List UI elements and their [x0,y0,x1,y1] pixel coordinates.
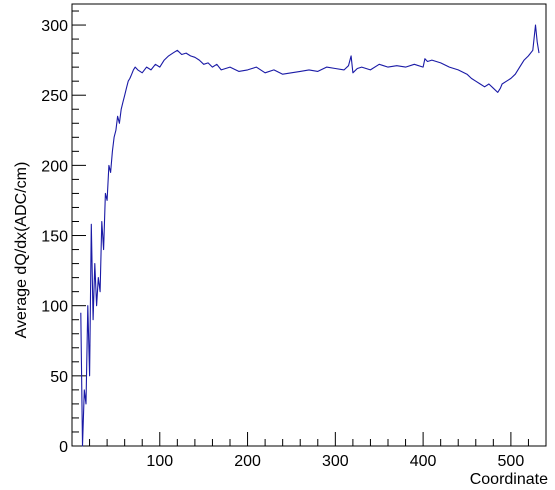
x-tick-label: 200 [234,453,261,470]
y-tick-label: 200 [41,158,68,175]
y-axis-title: Average dQ/dx(ADC/cm) [13,162,30,339]
x-tick-label: 100 [146,453,173,470]
y-tick-label: 100 [41,299,68,316]
y-tick-label: 250 [41,88,68,105]
x-axis-title: Coordinate [470,471,548,488]
y-tick-labels: 0 50 100 150 200 250 300 [41,18,68,456]
x-tick-label: 300 [322,453,349,470]
y-axis-ticks [72,10,86,447]
series-group [80,24,540,447]
y-tick-label: 150 [41,229,68,246]
plot-frame [71,3,547,447]
y-tick-label: 50 [50,369,68,386]
x-tick-labels: 100 200 300 400 500 [146,453,524,470]
y-tick-label: 300 [41,18,68,35]
y-tick-label: 0 [59,439,68,456]
x-tick-label: 400 [410,453,437,470]
x-axis-ticks [71,432,547,446]
x-tick-label: 500 [498,453,525,470]
series-line [80,24,540,447]
